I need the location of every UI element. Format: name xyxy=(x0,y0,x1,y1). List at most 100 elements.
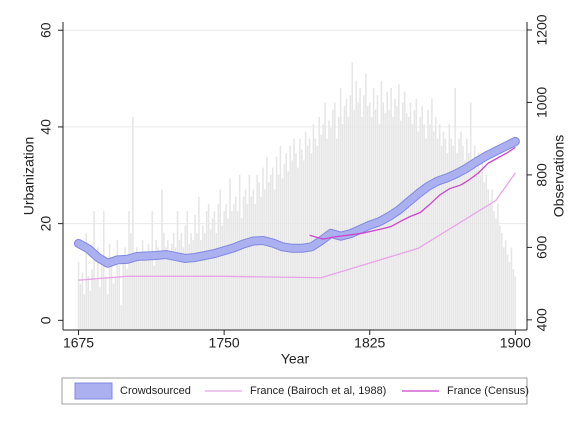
observation-bar xyxy=(132,116,134,331)
observation-bar xyxy=(324,102,326,330)
observation-bar xyxy=(372,87,375,330)
observation-bar xyxy=(101,261,103,330)
y-tick-label: 0 xyxy=(38,316,54,324)
observation-bar xyxy=(163,232,165,330)
observation-bar xyxy=(438,124,441,330)
observation-bar xyxy=(209,229,212,330)
observation-bar xyxy=(337,116,340,331)
observation-bar xyxy=(341,124,344,330)
x-axis-label: Year xyxy=(281,351,310,367)
y2-tick-label: 400 xyxy=(534,308,550,332)
observation-bar xyxy=(260,196,262,330)
observation-bar xyxy=(246,203,249,330)
observation-bar xyxy=(167,240,169,330)
observation-bar xyxy=(79,283,82,330)
observation-bar xyxy=(357,102,359,330)
observation-bar xyxy=(217,203,220,330)
observation-bar xyxy=(227,218,229,330)
observation-bar xyxy=(367,106,369,330)
observation-bar xyxy=(205,211,208,330)
observation-bar xyxy=(475,167,478,330)
y-tick-label: 40 xyxy=(38,119,54,135)
observation-bar xyxy=(159,254,161,330)
observation-bar xyxy=(293,138,295,330)
observation-bar xyxy=(458,138,460,330)
observation-bar xyxy=(112,283,115,330)
observation-bar xyxy=(135,247,138,330)
observation-bar xyxy=(139,261,142,330)
observation-bar xyxy=(365,73,367,331)
observation-bar xyxy=(347,116,350,331)
observation-bar xyxy=(332,109,334,330)
observation-bar xyxy=(299,138,301,330)
observation-bar xyxy=(444,138,447,330)
x-tick-label: 1750 xyxy=(209,335,240,351)
observation-bar xyxy=(499,225,501,330)
observation-bar xyxy=(182,247,185,330)
observation-bar xyxy=(153,265,156,330)
observation-bar xyxy=(172,232,175,330)
observation-bar xyxy=(318,116,321,331)
observation-bar xyxy=(487,189,489,330)
observation-bar xyxy=(417,131,420,330)
observation-bar xyxy=(361,116,363,331)
observation-bar xyxy=(452,145,455,330)
observation-bar xyxy=(440,145,443,330)
observation-bar xyxy=(431,98,433,331)
observation-bar xyxy=(462,145,464,330)
observation-bar xyxy=(207,203,210,330)
observation-bar xyxy=(448,124,451,330)
observation-bar xyxy=(161,189,163,330)
observation-bar xyxy=(471,160,474,330)
observation-bar xyxy=(99,287,101,330)
observation-bar xyxy=(446,153,449,330)
observation-bar xyxy=(423,124,425,330)
observation-bar xyxy=(467,153,470,330)
observation-bar xyxy=(514,276,517,330)
observation-bar xyxy=(236,211,239,330)
observation-bar xyxy=(106,294,109,330)
observation-bar xyxy=(213,211,216,330)
observation-bar xyxy=(306,145,309,330)
observation-bar xyxy=(401,102,404,330)
observation-bar xyxy=(188,243,190,330)
observation-bar xyxy=(176,211,179,330)
observation-bar xyxy=(269,174,272,330)
observation-bar xyxy=(359,87,361,330)
observation-bar xyxy=(178,240,181,330)
observation-bar xyxy=(89,290,91,330)
observation-bar xyxy=(118,265,121,330)
observation-bar xyxy=(264,189,266,330)
observation-bar xyxy=(429,124,431,330)
observation-bar xyxy=(256,174,258,330)
observation-bar xyxy=(110,261,113,330)
observation-bar xyxy=(491,189,493,330)
observation-bar xyxy=(285,153,288,330)
observation-bar xyxy=(353,109,355,330)
observation-bar xyxy=(390,87,392,330)
y2-axis-label: Observations xyxy=(551,135,567,217)
observation-bar xyxy=(114,276,117,330)
y2-tick-label: 1000 xyxy=(534,87,550,118)
observation-bar xyxy=(242,196,245,330)
observation-bar xyxy=(219,189,222,330)
y-tick-label: 20 xyxy=(38,216,54,232)
observation-bar xyxy=(343,106,346,330)
observation-bar xyxy=(137,254,140,330)
observation-bar xyxy=(295,153,297,330)
observation-bar xyxy=(186,211,189,330)
observation-bar xyxy=(104,276,107,330)
observation-bar xyxy=(489,203,491,330)
line xyxy=(78,172,516,281)
observation-bar xyxy=(244,189,247,330)
observation-bar xyxy=(407,116,410,331)
observation-bar xyxy=(225,203,227,330)
y-axis-label: Urbanization xyxy=(21,137,37,216)
observation-bar xyxy=(174,247,177,330)
observation-bar xyxy=(301,149,303,330)
observation-bar xyxy=(93,211,95,330)
observation-bar xyxy=(314,138,317,330)
observation-bar xyxy=(504,240,507,330)
observation-bar xyxy=(194,214,196,330)
observation-bar xyxy=(411,124,414,330)
